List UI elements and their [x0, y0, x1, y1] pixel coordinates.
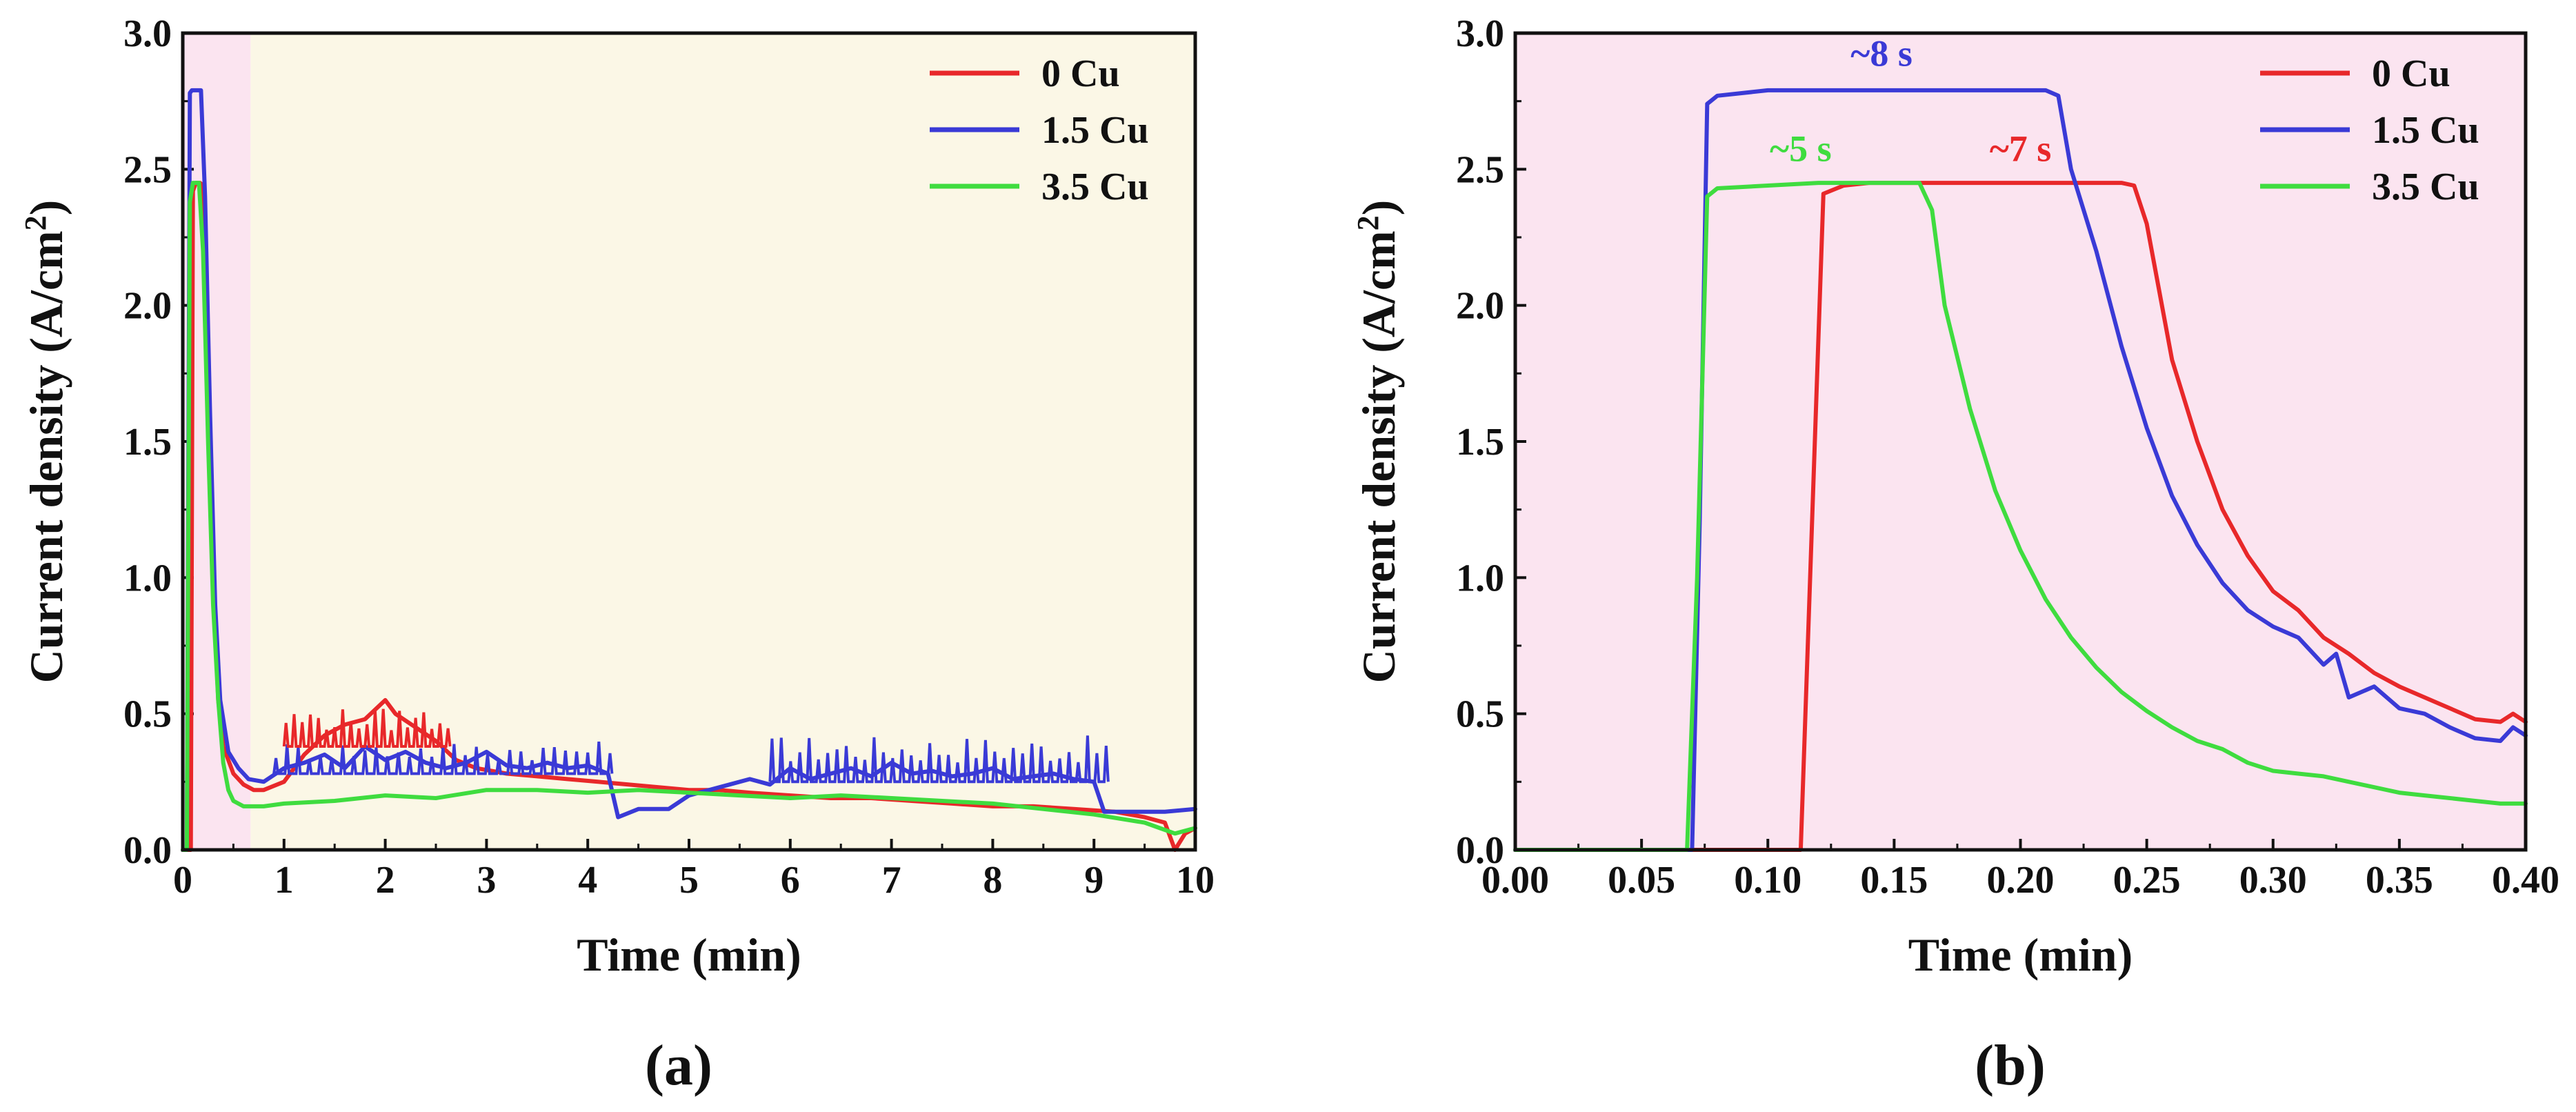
panel-label-a: (a)	[645, 1033, 712, 1098]
y-axis-label: Current density (A/cm2)	[1351, 200, 1405, 684]
x-tick-label: 0	[173, 859, 192, 902]
y-tick-label: 2.5	[123, 148, 172, 191]
x-tick-label: 0.15	[1860, 859, 1928, 902]
annotation-label: ~7 s	[1990, 128, 2052, 169]
x-tick-label: 8	[983, 859, 1002, 902]
legend-label: 1.5 Cu	[2372, 109, 2479, 152]
y-tick-label: 1.5	[1456, 421, 1504, 464]
y-tick-label: 3.0	[123, 12, 172, 55]
legend-label: 3.5 Cu	[1041, 166, 1149, 208]
chart-panel-b: 0.00 0.05 0.10 0.15 0.20 0.25 0.30 0.35 0.400.00…	[1351, 12, 2559, 1098]
shaded-region-1	[250, 33, 1195, 850]
legend-label: 0 Cu	[2372, 52, 2450, 95]
y-tick-label: 3.0	[1456, 12, 1504, 55]
chart-panel-a: 0 1 2 3 4 5 6 7 8 9 10 0.0 0.5 1.0 1.5 2.0 2.5 3.0 0 Cu 1.…	[19, 12, 1215, 1098]
y-tick-label: 1.0	[1456, 557, 1504, 599]
y-tick-label: 1.0	[123, 557, 172, 599]
x-tick-label: 9	[1084, 859, 1104, 902]
y-tick-label: 2.0	[123, 285, 172, 328]
x-tick-label: 4	[578, 859, 597, 902]
x-tick-label: 0.10	[1734, 859, 1801, 902]
x-axis-label: Time (min)	[577, 929, 801, 981]
x-tick-label: 7	[882, 859, 901, 902]
x-tick-label: 0.25	[2113, 859, 2181, 902]
y-tick-label: 2.0	[1456, 285, 1504, 328]
annotation-label: ~8 s	[1850, 32, 1913, 74]
legend-label: 1.5 Cu	[1041, 109, 1149, 152]
x-tick-label: 10	[1176, 859, 1215, 902]
x-tick-label: 0.40	[2492, 859, 2559, 902]
x-axis-label: Time (min)	[1908, 929, 2133, 981]
y-tick-label: 2.5	[1456, 148, 1504, 191]
panel-label-b: (b)	[1975, 1033, 2046, 1098]
annotation-label: ~5 s	[1770, 128, 1832, 169]
figure: 0 1 2 3 4 5 6 7 8 9 10 0.0 0.5 1.0 1.5 2.0 2.5 3.0 0 Cu 1.…	[0, 0, 2576, 1112]
y-tick-label: 0.5	[1456, 693, 1504, 736]
y-tick-label: 0.5	[123, 693, 172, 736]
legend-label: 0 Cu	[1041, 52, 1120, 95]
x-tick-label: 1	[274, 859, 294, 902]
y-tick-label: 0.0	[123, 829, 172, 872]
x-tick-label: 3	[477, 859, 496, 902]
x-tick-label: 0.20	[1987, 859, 2055, 902]
x-tick-label: 0.05	[1608, 859, 1675, 902]
x-tick-label: 0.35	[2366, 859, 2433, 902]
y-axis-label: Current density (A/cm2)	[19, 200, 72, 684]
x-tick-label: 6	[781, 859, 800, 902]
x-tick-label: 0.30	[2239, 859, 2307, 902]
legend-label: 3.5 Cu	[2372, 166, 2479, 208]
x-tick-label: 5	[679, 859, 699, 902]
y-tick-label: 0.0	[1456, 829, 1504, 872]
x-tick-label: 2	[376, 859, 395, 902]
y-tick-label: 1.5	[123, 421, 172, 464]
